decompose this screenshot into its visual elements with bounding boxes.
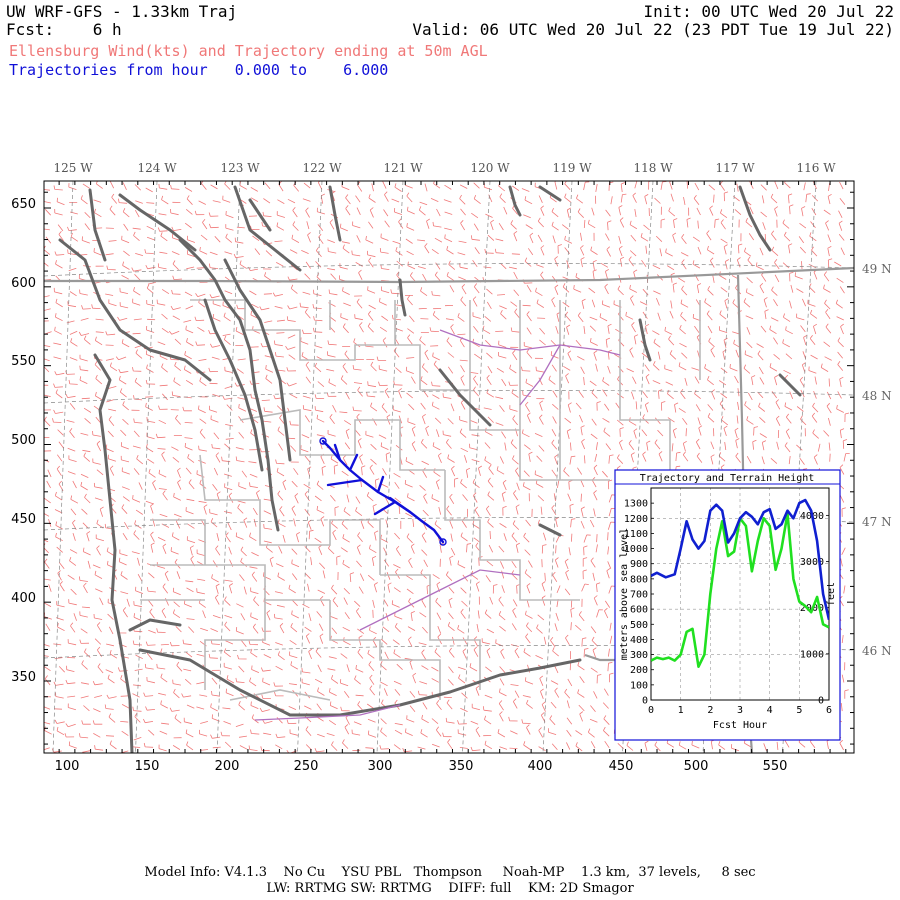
trajectory-end-marker <box>439 538 447 546</box>
map-axis-ticks <box>44 181 854 753</box>
x-tick-label: 300 <box>368 759 393 774</box>
rivers <box>254 329 621 721</box>
longitude-gridline <box>216 181 241 753</box>
longitude-gridline <box>462 181 491 753</box>
header-trajectory-range: Trajectories from hour 0.000 to 6.000 <box>9 61 389 79</box>
model-info-line-2: LW: RRTMG SW: RRTMG DIFF: full KM: 2D Sm… <box>266 881 634 896</box>
wind-barbs-layer <box>44 181 850 753</box>
latitude-label: 47 N <box>862 515 892 529</box>
latitude-gridline <box>44 263 854 277</box>
inset-right-tick-label: 3000 <box>800 557 824 568</box>
longitude-gridline <box>376 181 404 753</box>
header-field-description: Ellensburg Wind(kts) and Trajectory endi… <box>9 42 488 60</box>
x-tick-label: 350 <box>449 759 474 774</box>
inset-x-tick-label: 2 <box>707 705 713 716</box>
longitude-label: 122 W <box>302 161 342 175</box>
inset-x-tick-label: 0 <box>648 705 654 716</box>
longitude-label: 121 W <box>383 161 423 175</box>
y-tick-label: 350 <box>11 670 36 685</box>
inset-y-tick-label: 500 <box>630 620 648 631</box>
inset-y-tick-label: 1300 <box>624 499 648 510</box>
latitude-gridline <box>44 390 854 404</box>
longitude-label: 116 W <box>796 161 836 175</box>
inset-x-tick-label: 1 <box>678 705 684 716</box>
longitude-gridline <box>52 181 74 753</box>
inset-series <box>651 498 829 669</box>
inset-chart: Trajectory and Terrain Height 0 1 2 3 4 5 6010… <box>614 469 841 741</box>
trajectory-height-line <box>651 498 829 620</box>
longitude-label: 118 W <box>633 161 673 175</box>
inset-y-tick-label: 1200 <box>624 514 648 525</box>
x-tick-label: 150 <box>135 759 160 774</box>
latitude-label: 46 N <box>862 644 892 658</box>
wind-barbs <box>44 181 850 753</box>
header-forecast-hour: Fcst: 6 h <box>6 20 122 39</box>
inset-y-tick-label: 300 <box>630 650 648 661</box>
inset-x-tick-label: 6 <box>826 705 832 716</box>
map-frame <box>43 180 855 754</box>
inset-y-tick-label: 600 <box>630 605 648 616</box>
longitude-label: 125 W <box>53 161 93 175</box>
y-tick-label: 450 <box>11 512 36 527</box>
coastline <box>58 185 802 753</box>
header-init-time: Init: 00 UTC Wed 20 Jul 22 <box>643 2 894 21</box>
longitude-gridline <box>297 181 323 753</box>
inset-y-tick-label: 400 <box>630 635 648 646</box>
y-tick-label: 550 <box>11 354 36 369</box>
inset-right-tick-label: 1000 <box>800 649 824 660</box>
longitude-label: 123 W <box>220 161 260 175</box>
y-tick-label: 500 <box>11 433 36 448</box>
inset-y-tick-label: 100 <box>630 680 648 691</box>
x-tick-label: 550 <box>763 759 788 774</box>
header-title: UW WRF-GFS - 1.33km Traj <box>6 2 238 21</box>
longitude-label: 117 W <box>715 161 755 175</box>
inset-y-tick-label: 900 <box>630 559 648 570</box>
inset-y-tick-label: 800 <box>630 574 648 585</box>
inset-y-tick-label: 200 <box>630 665 648 676</box>
inset-left-axis-label: meters above sea level <box>619 528 630 660</box>
trajectory-start-marker <box>319 437 327 445</box>
trajectory-path <box>321 439 445 544</box>
inset-y-tick-label: 1000 <box>624 544 648 555</box>
longitude-label: 120 W <box>470 161 510 175</box>
y-tick-label: 600 <box>11 276 36 291</box>
x-tick-label: 200 <box>215 759 240 774</box>
inset-x-tick-label: 4 <box>767 705 773 716</box>
inset-y-tick-label: 1100 <box>624 529 648 540</box>
longitude-gridline <box>135 181 158 753</box>
x-tick-label: 500 <box>684 759 709 774</box>
inset-y-tick-label: 0 <box>642 696 648 707</box>
inset-x-tick-label: 3 <box>737 705 743 716</box>
latitude-label: 49 N <box>862 262 892 276</box>
inset-x-tick-label: 5 <box>796 705 802 716</box>
x-tick-label: 250 <box>294 759 319 774</box>
latitude-label: 48 N <box>862 389 892 403</box>
y-tick-label: 650 <box>11 197 36 212</box>
inset-y-tick-label: 700 <box>630 590 648 601</box>
inset-right-axis-label: feet <box>826 582 837 606</box>
longitude-gridline <box>542 181 573 753</box>
header-valid-time: Valid: 06 UTC Wed 20 Jul 22 (23 PDT Tue … <box>412 20 894 39</box>
x-tick-label: 450 <box>609 759 634 774</box>
x-tick-label: 400 <box>528 759 553 774</box>
county-borders <box>140 299 701 701</box>
x-tick-label: 100 <box>55 759 80 774</box>
inset-title: Trajectory and Terrain Height <box>640 473 815 484</box>
y-tick-label: 400 <box>11 591 36 606</box>
longitude-label: 119 W <box>552 161 592 175</box>
inset-x-axis-label: Fcst Hour <box>713 720 767 731</box>
longitude-label: 124 W <box>137 161 177 175</box>
model-info-line-1: Model Info: V4.1.3 No Cu YSU PBL Thompso… <box>144 865 756 880</box>
inset-right-tick-label: 0 <box>818 696 824 707</box>
